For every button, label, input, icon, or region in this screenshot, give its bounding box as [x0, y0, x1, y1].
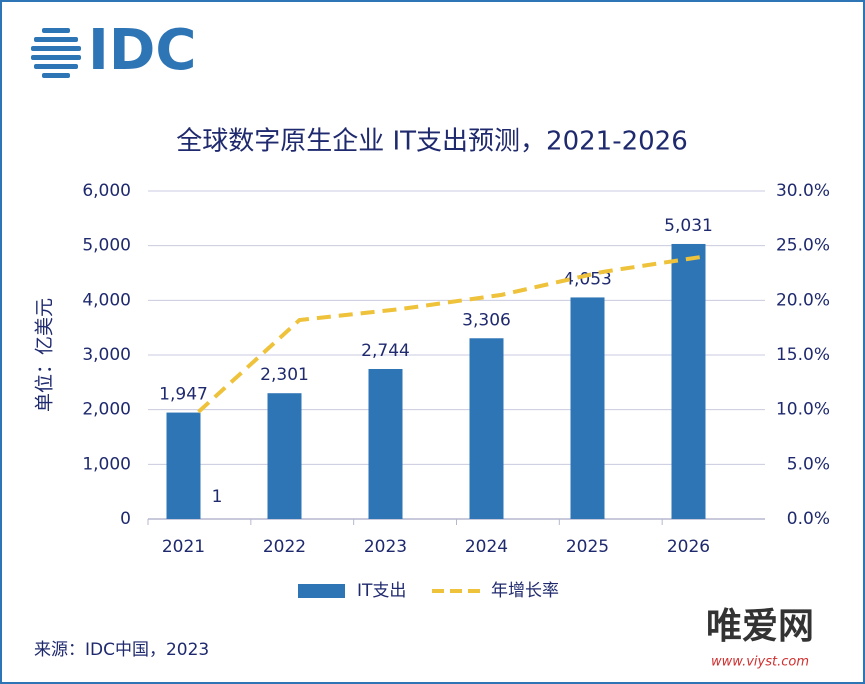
- x-tick-label: 2023: [364, 537, 407, 557]
- chart-title: 全球数字原生企业 IT支出预测，2021-2026: [176, 127, 688, 157]
- bar: [570, 297, 605, 519]
- y2-tick-label: 5.0%: [787, 454, 830, 474]
- y-tick-label: 4,000: [82, 290, 131, 310]
- y2-tick-label: 10.0%: [776, 400, 830, 420]
- bar: [166, 412, 201, 519]
- data-label: 2,301: [260, 365, 309, 385]
- x-tick-label: 2025: [566, 537, 609, 557]
- legend-label: 年增长率: [491, 581, 559, 601]
- bar: [469, 338, 504, 519]
- logo-mark: [31, 28, 81, 78]
- bar: [671, 243, 706, 520]
- x-tick-label: 2021: [162, 537, 205, 557]
- y2-tick-label: 0.0%: [787, 509, 830, 529]
- x-tick-label: 2024: [465, 537, 508, 557]
- y2-tick-label: 25.0%: [776, 236, 830, 256]
- y-tick-label: 6,000: [82, 181, 131, 201]
- y-tick-label: 0: [120, 509, 131, 529]
- data-label: 2,744: [361, 341, 410, 361]
- y-tick-label: 2,000: [82, 400, 131, 420]
- x-tick-label: 2022: [263, 537, 306, 557]
- y-tick-label: 3,000: [82, 345, 131, 365]
- legend-label: IT支出: [357, 581, 406, 601]
- logo-text: IDC: [88, 18, 196, 83]
- y-tick-label: 5,000: [82, 236, 131, 256]
- bar: [368, 368, 403, 519]
- y2-tick-label: 15.0%: [776, 345, 830, 365]
- y-tick-label: 1,000: [82, 454, 131, 474]
- y2-tick-label: 20.0%: [776, 290, 830, 310]
- bar: [267, 393, 302, 519]
- y2-tick-label: 30.0%: [776, 181, 830, 201]
- y-axis-label: 单位：亿美元: [34, 298, 56, 412]
- source: 来源：IDC中国，2023: [34, 640, 209, 660]
- data-label: 3,306: [462, 310, 511, 330]
- annotation: 1: [212, 487, 223, 507]
- legend-swatch: [298, 584, 345, 598]
- x-tick-label: 2026: [667, 537, 710, 557]
- data-label: 5,031: [664, 216, 713, 236]
- growth-line: [197, 254, 704, 414]
- data-label: 1,947: [159, 385, 208, 405]
- watermark-name: 唯爱网: [706, 606, 814, 647]
- watermark-url: www.viyst.com: [711, 655, 809, 670]
